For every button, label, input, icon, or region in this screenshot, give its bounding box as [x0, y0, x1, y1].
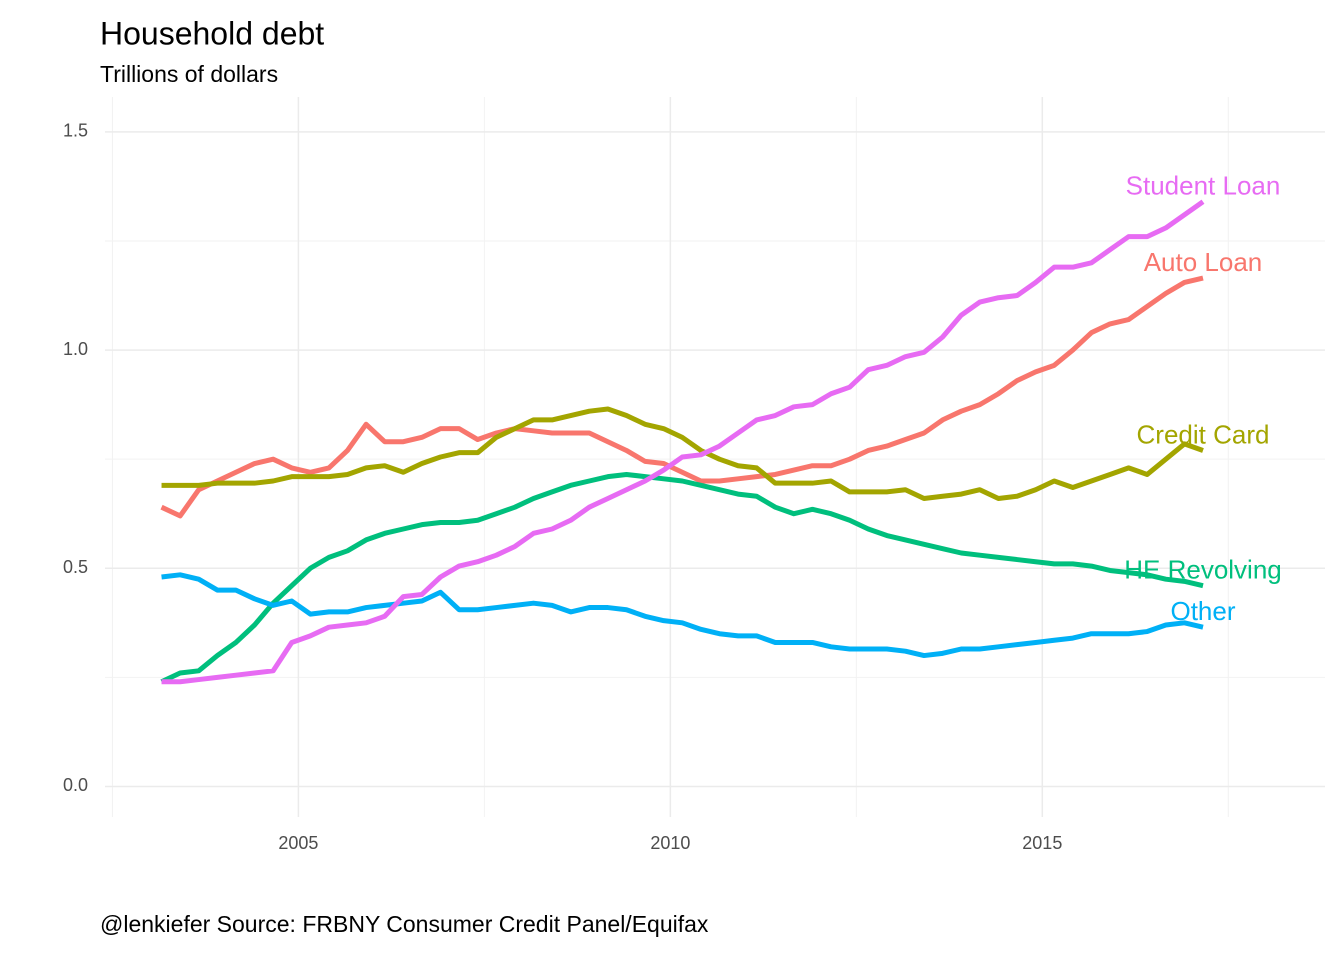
series-line: [161, 199, 1205, 685]
series-label: Auto Loan: [1144, 247, 1263, 277]
series-label: HE Revolving: [1124, 555, 1282, 585]
series-label: Student Loan: [1126, 171, 1281, 201]
x-tick-label: 2010: [650, 833, 690, 853]
chart-subtitle: Trillions of dollars: [100, 61, 278, 87]
series-line: [161, 406, 1204, 501]
caption: @lenkiefer Source: FRBNY Consumer Credit…: [100, 911, 709, 937]
y-tick-label: 1.5: [63, 121, 88, 141]
y-tick-label: 0.5: [63, 557, 88, 577]
series-label: Credit Card: [1137, 419, 1270, 449]
chart-title: Household debt: [100, 15, 324, 51]
series-label: Other: [1170, 596, 1235, 626]
series-line: [161, 572, 1204, 659]
x-tick-label: 2015: [1022, 833, 1062, 853]
y-tick-label: 0.0: [63, 775, 88, 795]
series-line: [160, 275, 1204, 519]
y-tick-label: 1.0: [63, 339, 88, 359]
series-line: [160, 471, 1204, 684]
x-tick-label: 2005: [278, 833, 318, 853]
